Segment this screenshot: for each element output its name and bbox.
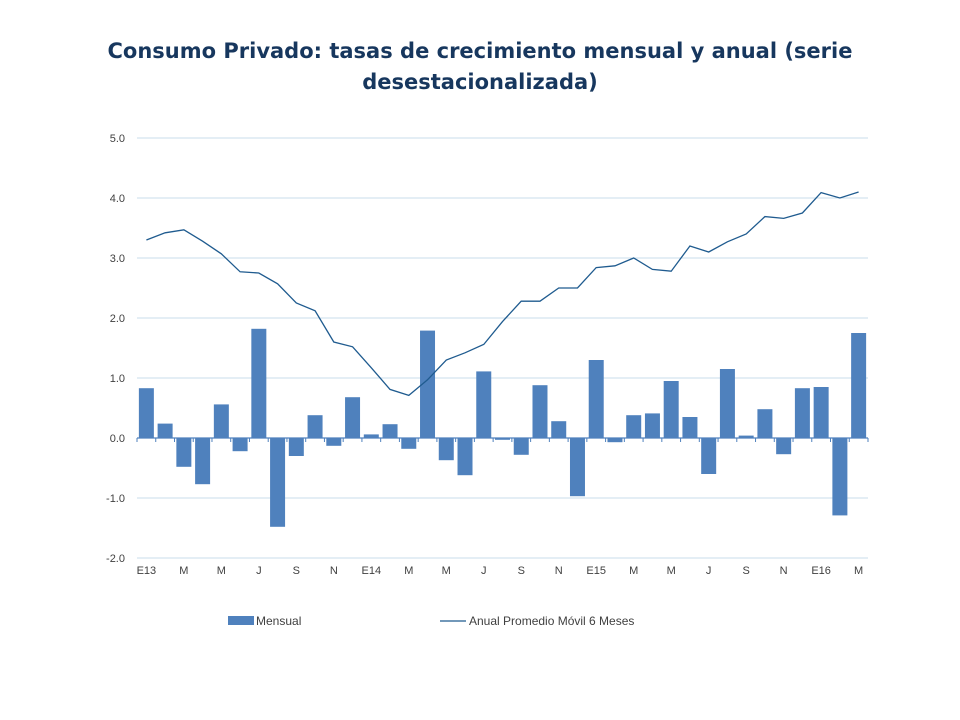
x-tick-label-15: J [706,565,712,577]
bar-mensual-14 [401,438,417,449]
chart-title: Consumo Privado: tasas de crecimiento me… [80,36,880,98]
x-tick-label-7: M [404,565,413,577]
x-tick-label-2: M [217,565,226,577]
bar-mensual-19 [495,438,510,440]
bar-mensual-16 [438,438,454,461]
x-tick-label-17: N [780,565,788,577]
y-tick-label-0: 5.0 [110,133,125,145]
x-tick-label-9: J [481,565,487,577]
bar-mensual-13 [382,424,398,438]
x-tick-labels: E13 M M J S N E14 M M J S N E15 M M J S N E16 M [137,565,864,577]
y-tick-label-4: 1.0 [110,373,125,385]
bar-mensual-5 [232,438,248,452]
bar-mensual-26 [626,415,642,438]
bar-mensual-3 [195,438,211,485]
x-tick-label-18: E16 [811,565,831,577]
bar-mensual-28 [663,381,679,438]
bar-mensual-7 [270,438,286,527]
chart-title-line2: desestacionalizada) [362,70,598,94]
y-tick-label-6: -1.0 [106,493,125,505]
line-series [146,191,859,397]
y-tick-label-2: 3.0 [110,253,125,265]
bar-mensual-8 [288,438,304,456]
legend-swatch-mensual [228,616,254,625]
y-tick-label-7: -2.0 [106,553,125,565]
x-tick-label-3: J [256,565,262,577]
bar-mensual-27 [644,413,660,438]
x-tick-label-11: N [555,565,563,577]
bar-mensual-12 [363,434,379,438]
bar-mensual-35 [794,388,810,438]
bar-mensual-20 [513,438,529,455]
bar-mensual-23 [569,438,585,497]
bar-mensual-24 [588,360,604,438]
bar-mensual-30 [701,438,717,474]
x-tick-label-8: M [442,565,451,577]
x-axis [136,437,869,442]
bar-mensual-29 [682,417,698,438]
x-tick-label-10: S [518,565,525,577]
x-tick-label-6: E14 [362,565,382,577]
x-tick-label-0: E13 [137,565,157,577]
bar-mensual-34 [776,438,792,455]
bar-mensual-37 [832,438,848,516]
bar-mensual-38 [851,333,867,438]
y-tick-labels: 5.0 4.0 3.0 2.0 1.0 0.0 -1.0 -2.0 [106,133,125,565]
bar-mensual-15 [420,330,436,438]
bar-mensual-25 [607,438,623,443]
x-tick-label-14: M [667,565,676,577]
bar-series [138,328,867,527]
y-tick-label-1: 4.0 [110,193,125,205]
bar-mensual-4 [213,404,229,438]
legend-label-anual: Anual Promedio Móvil 6 Meses [469,614,634,628]
x-tick-label-13: M [629,565,638,577]
x-tick-label-12: E15 [586,565,606,577]
bar-mensual-18 [476,371,492,438]
bar-mensual-22 [551,421,567,438]
x-tick-label-16: S [742,565,749,577]
legend: Mensual Anual Promedio Móvil 6 Meses [228,614,634,628]
bar-mensual-17 [457,438,473,476]
bar-mensual-10 [326,438,342,446]
bar-mensual-11 [345,397,361,438]
x-tick-label-4: S [293,565,300,577]
bar-mensual-31 [719,369,735,438]
bar-mensual-32 [738,435,754,438]
bar-mensual-1 [157,423,173,438]
bar-mensual-6 [251,328,267,438]
bar-mensual-0 [138,388,154,438]
bar-mensual-9 [307,415,323,438]
y-tick-label-5: 0.0 [110,433,125,445]
legend-label-mensual: Mensual [256,614,301,628]
bar-mensual-36 [813,387,829,438]
y-tick-label-3: 2.0 [110,313,125,325]
bar-mensual-21 [532,385,548,438]
bar-mensual-2 [176,438,192,467]
chart-title-line1: Consumo Privado: tasas de crecimiento me… [107,39,853,63]
bar-mensual-33 [757,409,773,438]
x-tick-label-19: M [854,565,863,577]
x-tick-label-5: N [330,565,338,577]
gridlines [137,137,868,559]
x-tick-label-1: M [179,565,188,577]
